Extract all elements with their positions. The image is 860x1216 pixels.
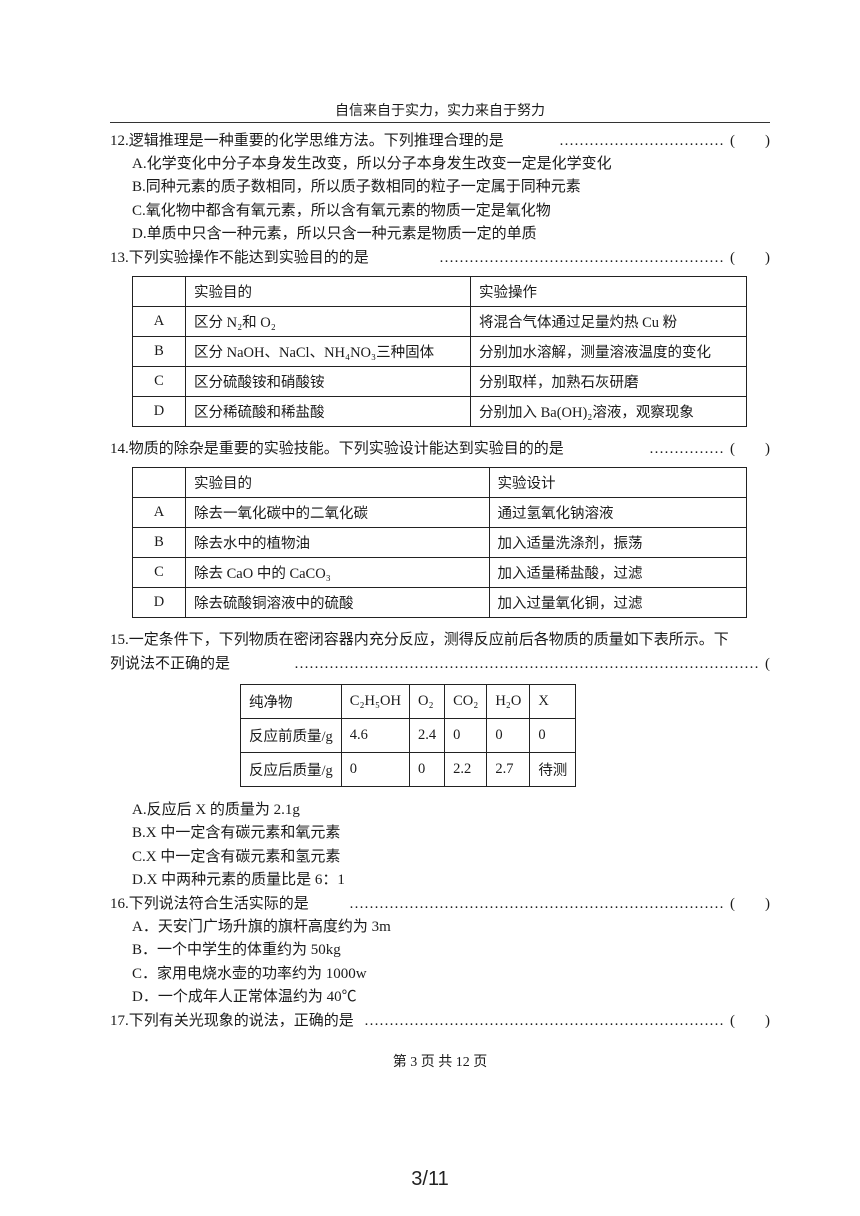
q16-stem: 16.下列说法符合生活实际的是: [110, 892, 349, 916]
header-cell: 实验设计: [489, 468, 746, 498]
answer-paren: (: [765, 652, 770, 676]
table-row: C除去 CaO 中的 CaCO₃加入适量稀盐酸，过滤: [133, 558, 747, 588]
header-cell: [133, 468, 186, 498]
answer-paren: ( ): [730, 129, 770, 153]
header-cell: [133, 277, 186, 307]
q13: 13.下列实验操作不能达到实验目的的是 ………………………………………………… …: [110, 246, 770, 270]
q13-stem: 13.下列实验操作不能达到实验目的的是: [110, 246, 439, 270]
q17-stem: 17.下列有关光现象的说法，正确的是: [110, 1009, 364, 1033]
table-row: 纯净物C₂H₅OHO₂CO₂H₂OX: [241, 685, 576, 719]
dots: ……………………………: [559, 129, 724, 153]
table-row: 反应后质量/g002.22.7待测: [241, 753, 576, 787]
q15-opt-b: B.X 中一定含有碳元素和氧元素: [132, 822, 770, 845]
table-row: 反应前质量/g4.62.4000: [241, 719, 576, 753]
q15-stem2: 列说法不正确的是: [110, 652, 294, 676]
q16-opt-d: D．一个成年人正常体温约为 40℃: [132, 986, 770, 1009]
motto-text: 自信来自于实力，实力来自于努力: [110, 100, 770, 120]
dots: ……………: [649, 437, 724, 461]
answer-paren: ( ): [730, 246, 770, 270]
table-header-row: 实验目的 实验设计: [133, 468, 747, 498]
q14-table: 实验目的 实验设计 A除去一氧化碳中的二氧化碳通过氢氧化钠溶液 B除去水中的植物…: [132, 467, 747, 618]
q15-opt-d: D.X 中两种元素的质量比是 6：1: [132, 869, 770, 892]
q12-opt-b: B.同种元素的质子数相同，所以质子数相同的粒子一定属于同种元素: [132, 176, 770, 199]
dots: ………………………………………………………………: [364, 1009, 724, 1033]
header-cell: 实验目的: [186, 277, 471, 307]
q17: 17.下列有关光现象的说法，正确的是 …………………………………………………………: [110, 1009, 770, 1033]
table-row: D区分稀硫酸和稀盐酸分别加入 Ba(OH)₂溶液，观察现象: [133, 397, 747, 427]
table-row: B区分 NaOH、NaCl、NH₄NO₃三种固体分别加水溶解，测量溶液温度的变化: [133, 337, 747, 367]
header-cell: 实验操作: [470, 277, 746, 307]
answer-paren: ( ): [730, 1009, 770, 1033]
dots: …………………………………………………………………………………: [294, 652, 759, 676]
q15-opt-c: C.X 中一定含有碳元素和氢元素: [132, 846, 770, 869]
table-row: B除去水中的植物油加入适量洗涤剂，振荡: [133, 528, 747, 558]
q15-stem-line1: 15.一定条件下，下列物质在密闭容器内充分反应，测得反应前后各物质的质量如下表所…: [110, 628, 770, 652]
dots: …………………………………………………: [439, 246, 724, 270]
q12: 12.逻辑推理是一种重要的化学思维方法。下列推理合理的是 ………………………………: [110, 129, 770, 153]
q14-stem: 14.物质的除杂是重要的实验技能。下列实验设计能达到实验目的的是: [110, 437, 649, 461]
q13-table: 实验目的 实验操作 A区分 N₂和 O₂将混合气体通过足量灼热 Cu 粉 B区分…: [132, 276, 747, 427]
q12-stem: 12.逻辑推理是一种重要的化学思维方法。下列推理合理的是: [110, 129, 559, 153]
q16-opt-c: C．家用电烧水壶的功率约为 1000w: [132, 963, 770, 986]
q15-opt-a: A.反应后 X 的质量为 2.1g: [132, 799, 770, 822]
q16-opt-a: A．天安门广场升旗的旗杆高度约为 3m: [132, 916, 770, 939]
table-row: D除去硫酸铜溶液中的硫酸加入过量氧化铜，过滤: [133, 588, 747, 618]
table-row: C区分硫酸铵和硝酸铵分别取样，加熟石灰研磨: [133, 367, 747, 397]
q12-opt-c: C.氧化物中都含有氧元素，所以含有氧元素的物质一定是氧化物: [132, 200, 770, 223]
q16-opt-b: B．一个中学生的体重约为 50kg: [132, 939, 770, 962]
table-row: A区分 N₂和 O₂将混合气体通过足量灼热 Cu 粉: [133, 307, 747, 337]
answer-paren: ( ): [730, 892, 770, 916]
answer-paren: ( ): [730, 437, 770, 461]
dots: …………………………………………………………………: [349, 892, 724, 916]
header-cell: 实验目的: [186, 468, 490, 498]
table-header-row: 实验目的 实验操作: [133, 277, 747, 307]
q15-table: 纯净物C₂H₅OHO₂CO₂H₂OX 反应前质量/g4.62.4000 反应后质…: [240, 684, 576, 787]
page-footer: 第 3 页 共 12 页: [110, 1051, 770, 1071]
scan-page-number: 3/11: [0, 1168, 860, 1191]
q12-opt-a: A.化学变化中分子本身发生改变，所以分子本身发生改变一定是化学变化: [132, 153, 770, 176]
q14: 14.物质的除杂是重要的实验技能。下列实验设计能达到实验目的的是 …………… (…: [110, 437, 770, 461]
table-row: A除去一氧化碳中的二氧化碳通过氢氧化钠溶液: [133, 498, 747, 528]
header-rule: [110, 122, 770, 123]
q16: 16.下列说法符合生活实际的是 …………………………………………………………………: [110, 892, 770, 916]
q15-stem-line2: 列说法不正确的是 ……………………………………………………………………………………: [110, 652, 770, 676]
q12-opt-d: D.单质中只含一种元素，所以只含一种元素是物质一定的单质: [132, 223, 770, 246]
exam-page: 自信来自于实力，实力来自于努力 12.逻辑推理是一种重要的化学思维方法。下列推理…: [0, 0, 860, 1111]
